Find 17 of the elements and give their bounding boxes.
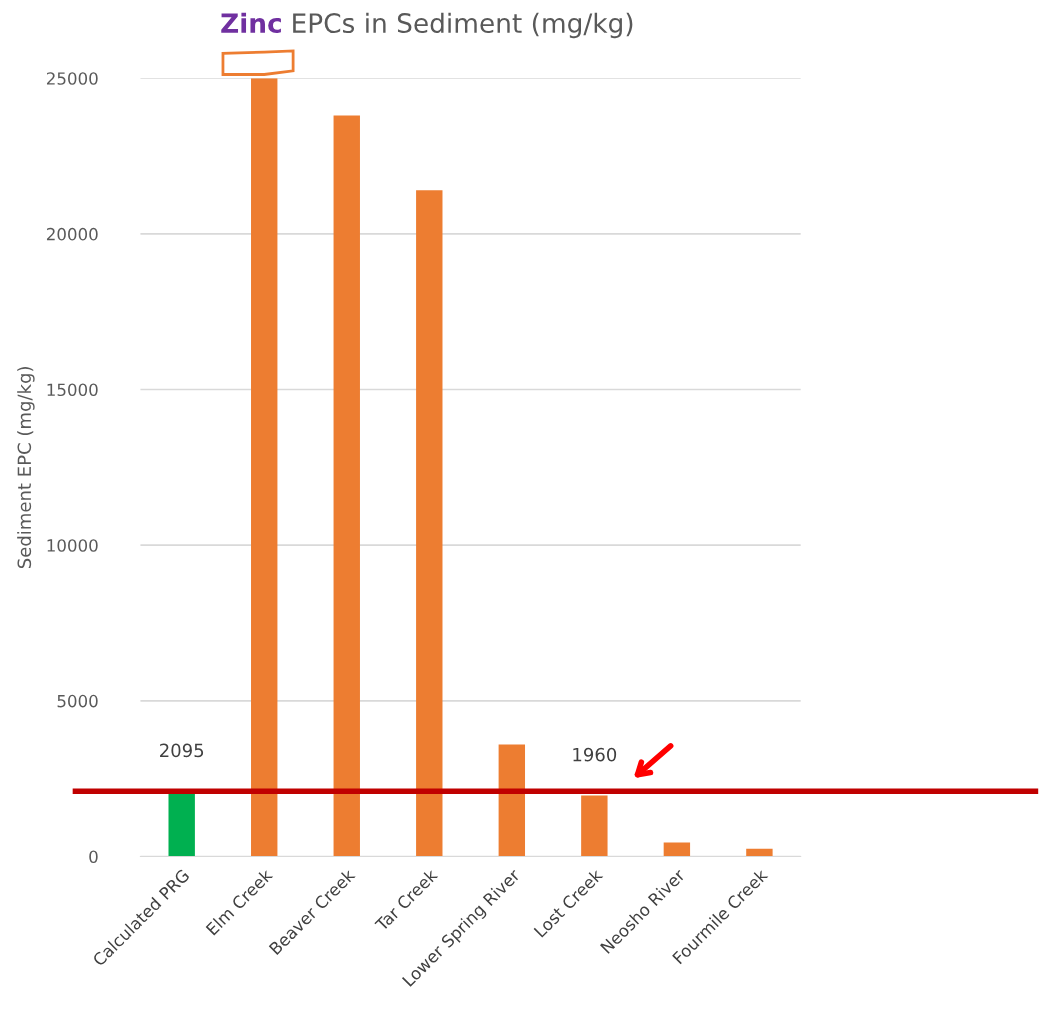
bar bbox=[746, 848, 773, 857]
y-tick-label: 15000 bbox=[47, 383, 98, 397]
data-label: 1960 bbox=[573, 747, 617, 762]
bar bbox=[581, 795, 608, 857]
data-label: 2095 bbox=[160, 743, 204, 758]
bar bbox=[663, 842, 691, 857]
bar bbox=[416, 190, 443, 857]
y-tick-label: 5000 bbox=[57, 694, 98, 708]
y-tick-label: 25000 bbox=[46, 72, 98, 85]
bar bbox=[168, 791, 195, 857]
y-tick-label: 20000 bbox=[46, 227, 98, 241]
bar bbox=[333, 115, 360, 857]
y-tick-label: 0 bbox=[89, 850, 98, 864]
y-tick-label: 10000 bbox=[47, 539, 98, 552]
bar bbox=[498, 744, 526, 857]
chart-title: Zinc EPCs in Sediment (mg/kg) bbox=[221, 12, 633, 39]
y-axis-title: Sediment EPC (mg/kg) bbox=[17, 367, 35, 569]
